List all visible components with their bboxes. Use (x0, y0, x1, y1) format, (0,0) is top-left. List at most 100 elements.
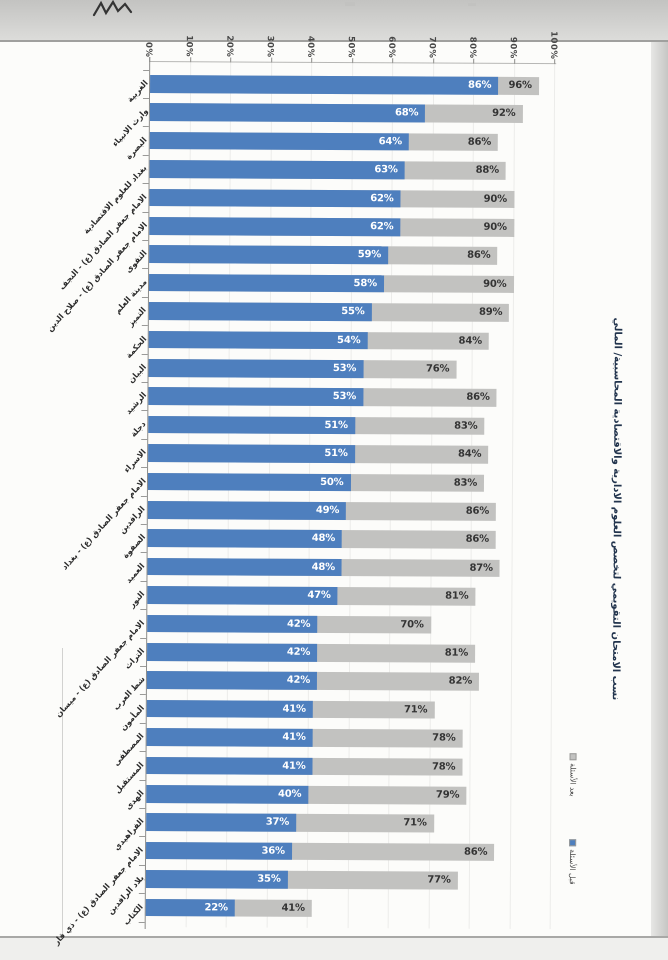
before-bar: 47% (147, 586, 338, 605)
value-axis-tick (189, 57, 191, 63)
before-bar: 55% (148, 302, 372, 321)
before-bar: 41% (146, 699, 313, 719)
after-value-label: 77% (427, 874, 451, 886)
category-axis-tick (140, 637, 147, 639)
value-axis-label: 30% (264, 35, 275, 58)
after-value-label: 89% (478, 306, 503, 319)
category-axis-tick (142, 154, 149, 156)
value-axis-label: 50% (345, 36, 356, 59)
before-value-label: 64% (378, 136, 402, 148)
before-bar: 64% (149, 131, 410, 151)
category-axis-tick (140, 552, 147, 554)
before-bar: 58% (148, 273, 384, 293)
before-bar: 53% (148, 387, 364, 407)
category-axis-tick (140, 580, 147, 582)
before-value-label: 62% (370, 192, 394, 204)
category-axis-tick (139, 836, 146, 838)
category-label: دجلة (128, 419, 148, 439)
before-bar: 41% (146, 756, 313, 775)
after-value-label: 86% (466, 392, 490, 404)
after-value-label: 84% (457, 448, 482, 460)
before-bar: 42% (147, 614, 318, 634)
after-value-label: 86% (467, 250, 491, 262)
after-value-label: 78% (432, 732, 456, 744)
before-value-label: 54% (337, 334, 361, 346)
category-axis-tick (139, 694, 146, 696)
before-value-label: 42% (286, 646, 311, 658)
before-value-label: 48% (311, 561, 335, 573)
value-axis-label: 80% (467, 36, 478, 59)
before-bar: 42% (146, 671, 318, 690)
before-value-label: 53% (332, 391, 357, 403)
before-value-label: 47% (307, 590, 331, 602)
category-label: البصرة (124, 135, 150, 162)
after-value-label: 79% (435, 789, 460, 801)
category-axis-tick (142, 239, 149, 241)
before-value-label: 35% (257, 873, 281, 885)
category-axis-tick (142, 126, 149, 128)
before-value-label: 86% (467, 79, 492, 91)
before-value-label: 55% (341, 306, 365, 318)
after-value-label: 70% (400, 618, 424, 631)
after-value-label: 81% (445, 590, 469, 602)
category-axis-tick (142, 97, 149, 99)
before-bar: 51% (148, 444, 355, 463)
after-value-label: 88% (475, 164, 500, 177)
category-label: المأمون (118, 703, 147, 733)
photo-smudge (345, 2, 355, 6)
category-label: الغربية (125, 78, 150, 105)
before-bar: 62% (149, 188, 401, 208)
value-axis-tick (351, 58, 353, 64)
before-bar: 51% (148, 415, 355, 435)
category-axis-tick (140, 665, 147, 667)
after-value-label: 90% (483, 278, 507, 290)
after-value-label: 90% (483, 221, 507, 233)
after-value-label: 84% (458, 335, 482, 347)
value-axis-tick (149, 57, 151, 63)
category-label: الامام جعفر الصادق (ع) - ميسان (54, 618, 147, 719)
category-axis-tick (143, 69, 150, 71)
before-value-label: 42% (286, 675, 311, 687)
before-value-label: 51% (324, 419, 348, 431)
before-bar: 42% (147, 643, 318, 662)
before-bar: 54% (148, 330, 368, 350)
after-value-label: 86% (463, 846, 488, 858)
before-value-label: 22% (204, 901, 228, 914)
before-bar: 37% (146, 813, 297, 832)
before-bar: 41% (146, 728, 313, 747)
category-axis-tick (138, 893, 145, 895)
value-axis-tick (230, 57, 232, 63)
legend-item-before: قبل الأسئلة (568, 839, 577, 885)
category-axis-tick (140, 523, 147, 525)
before-value-label: 42% (286, 618, 311, 630)
category-axis-tick (138, 921, 145, 923)
chart-title: نسب الامتحان التقويمي لتخصص العلوم الادا… (609, 317, 623, 701)
legend-swatch-after (569, 753, 577, 761)
after-value-label: 96% (508, 79, 532, 92)
before-value-label: 53% (332, 362, 357, 375)
category-axis-tick (139, 722, 146, 724)
after-value-label: 86% (465, 505, 490, 517)
before-value-label: 63% (374, 164, 398, 176)
category-label: التقوى (123, 248, 149, 275)
category-axis-tick (141, 381, 148, 383)
value-axis-tick (392, 58, 394, 64)
before-bar: 35% (145, 870, 288, 889)
value-axis-tick (270, 57, 272, 63)
after-value-label: 82% (448, 675, 473, 688)
before-value-label: 68% (394, 107, 419, 119)
before-bar: 48% (147, 529, 343, 548)
photo-right-gray-strip (651, 42, 668, 936)
value-axis-label: 100% (548, 30, 559, 60)
legend-item-after: بعد الأسئلة (568, 753, 578, 797)
category-axis-tick (142, 183, 149, 185)
category-label: الكتاب (121, 902, 146, 927)
before-value-label: 50% (320, 476, 344, 488)
before-bar: 22% (145, 898, 235, 917)
before-value-label: 41% (282, 731, 306, 744)
after-value-label: 90% (483, 193, 508, 205)
value-axis-label: 90% (507, 37, 518, 59)
before-bar: 62% (149, 217, 401, 236)
